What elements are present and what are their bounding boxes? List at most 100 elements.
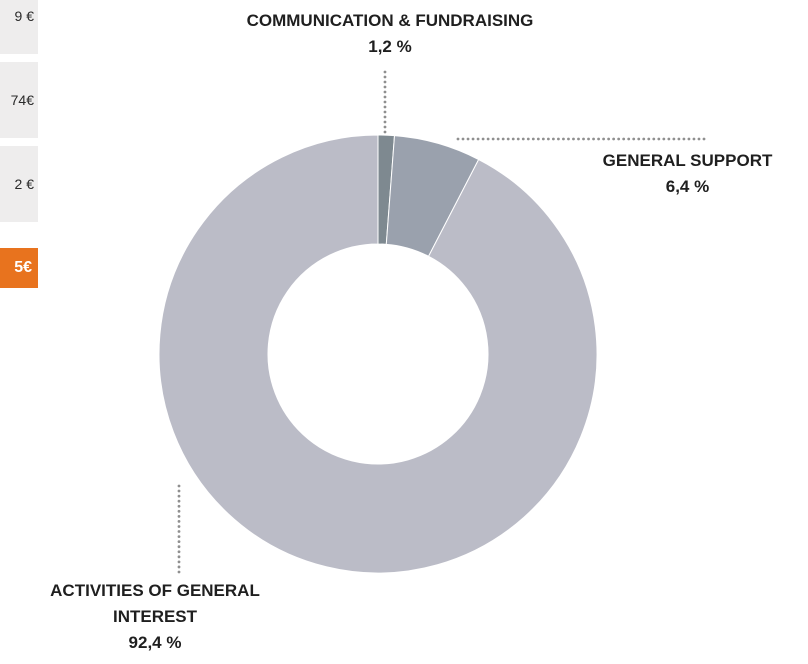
leader-dot xyxy=(177,514,181,518)
leader-dot xyxy=(383,130,387,134)
leader-dot xyxy=(546,137,550,141)
leader-dot xyxy=(383,95,387,99)
leader-dot xyxy=(383,90,387,94)
side-row-value: 2 € xyxy=(14,176,34,192)
leader-dot xyxy=(506,137,510,141)
leader-dot xyxy=(531,137,535,141)
leader-dot xyxy=(481,137,485,141)
leader-dot xyxy=(622,137,626,141)
leader-dot xyxy=(657,137,661,141)
side-row-3: 2 € xyxy=(0,146,38,222)
leader-dot xyxy=(526,137,530,141)
leader-dot xyxy=(667,137,671,141)
leader-dot xyxy=(471,137,475,141)
side-total: 5€ xyxy=(0,248,38,288)
leader-dot xyxy=(682,137,686,141)
leader-dot xyxy=(383,120,387,124)
leader-dot xyxy=(383,70,387,74)
leader-dot xyxy=(383,105,387,109)
leader-dot xyxy=(677,137,681,141)
leader-dot xyxy=(177,504,181,508)
category-label: ACTIVITIES OF GENERAL INTEREST xyxy=(50,581,260,626)
leader-lines xyxy=(177,70,706,574)
leader-dot xyxy=(501,137,505,141)
leader-dot xyxy=(177,560,181,564)
leader-dot xyxy=(582,137,585,141)
leader-dot xyxy=(177,570,181,574)
leader-dot xyxy=(177,545,181,549)
leader-dot xyxy=(647,137,651,141)
leader-dot xyxy=(602,137,605,141)
leader-line-activities xyxy=(177,484,181,574)
leader-dot xyxy=(697,137,701,141)
leader-dot xyxy=(177,565,181,569)
leader-dot xyxy=(383,80,387,84)
value-label: 6,4 % xyxy=(665,177,710,196)
leader-dot xyxy=(587,137,590,141)
slice-activities-general-interest xyxy=(158,134,598,574)
leader-dot xyxy=(511,137,515,141)
side-total-value: 5€ xyxy=(14,259,32,276)
leader-dot xyxy=(486,137,490,141)
leader-dot xyxy=(632,137,636,141)
leader-dot xyxy=(496,137,500,141)
leader-dot xyxy=(652,137,656,141)
leader-dot xyxy=(476,137,480,141)
leader-dot xyxy=(383,75,387,79)
leader-dot xyxy=(383,110,387,114)
leader-dot xyxy=(607,137,611,141)
leader-dot xyxy=(617,137,621,141)
leader-dot xyxy=(177,535,181,538)
leader-dot xyxy=(177,530,181,533)
leader-dot xyxy=(177,499,181,503)
leader-dot xyxy=(466,137,470,141)
leader-dot xyxy=(662,137,666,141)
leader-dot xyxy=(456,137,460,141)
side-row-value: 74€ xyxy=(10,92,34,108)
leader-dot xyxy=(536,137,540,141)
leader-dot xyxy=(642,137,646,141)
leader-dot xyxy=(383,85,387,89)
leader-dot xyxy=(177,550,181,554)
leader-dot xyxy=(702,137,706,141)
leader-dot xyxy=(177,520,181,523)
leader-dot xyxy=(177,540,181,544)
value-label: 92,4 % xyxy=(128,633,182,652)
leader-dot xyxy=(177,484,181,488)
leader-dot xyxy=(383,115,387,119)
label-general-support: GENERAL SUPPORT 6,4 % xyxy=(585,148,790,200)
leader-dot xyxy=(637,137,641,141)
category-label: COMMUNICATION & FUNDRAISING xyxy=(246,11,534,30)
leader-dot xyxy=(672,137,676,141)
leader-dot xyxy=(627,137,631,141)
leader-dot xyxy=(177,489,181,493)
value-label: 1,2 % xyxy=(368,37,412,56)
side-row-value: 9 € xyxy=(14,8,34,24)
leader-dot xyxy=(491,137,495,141)
leader-dot xyxy=(177,494,181,498)
leader-dot xyxy=(557,137,560,141)
side-row-2: 74€ xyxy=(0,62,38,138)
leader-dot xyxy=(612,137,616,141)
leader-dot xyxy=(567,137,570,141)
donut-slices xyxy=(158,134,598,574)
leader-dot xyxy=(562,137,565,141)
leader-dot xyxy=(177,555,181,559)
category-label: GENERAL SUPPORT xyxy=(602,151,773,170)
leader-dot xyxy=(692,137,696,141)
leader-dot xyxy=(177,525,181,528)
leader-dot xyxy=(177,509,181,513)
side-row-1: 9 € xyxy=(0,0,38,54)
leader-dot xyxy=(687,137,691,141)
leader-dot xyxy=(521,137,525,141)
leader-dot xyxy=(551,137,555,141)
leader-line-general-support xyxy=(456,137,706,141)
label-activities-general-interest: ACTIVITIES OF GENERAL INTEREST 92,4 % xyxy=(10,578,300,656)
leader-dot xyxy=(516,137,520,141)
leader-dot xyxy=(541,137,545,141)
leader-dot xyxy=(592,137,595,141)
leader-dot xyxy=(597,137,600,141)
leader-dot xyxy=(572,137,575,141)
leader-line-communication xyxy=(383,70,387,134)
